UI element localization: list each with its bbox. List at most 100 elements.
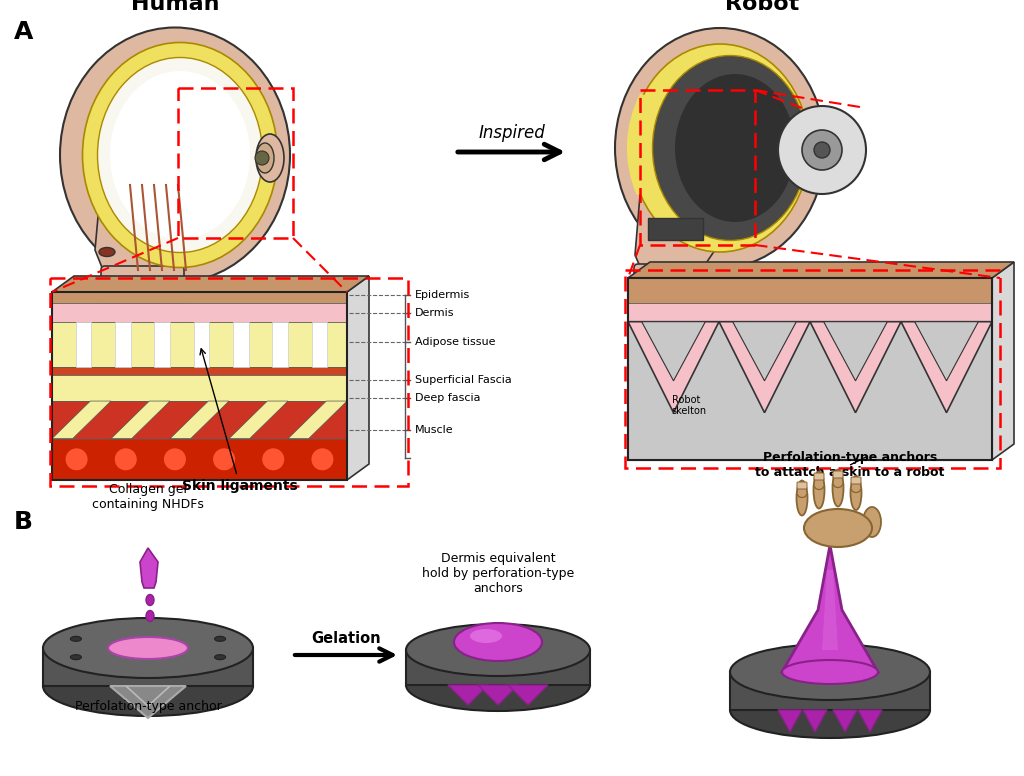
Bar (155, 322, 170, 367)
Polygon shape (229, 401, 288, 438)
Ellipse shape (675, 74, 795, 222)
Circle shape (814, 142, 830, 158)
Ellipse shape (71, 655, 82, 660)
Text: Dermis: Dermis (415, 308, 455, 318)
Polygon shape (508, 685, 548, 705)
FancyBboxPatch shape (730, 672, 930, 710)
Ellipse shape (60, 27, 290, 282)
Circle shape (311, 448, 334, 471)
Bar (52, 292, 347, 480)
Ellipse shape (99, 248, 115, 257)
Ellipse shape (454, 623, 542, 661)
Ellipse shape (97, 57, 262, 252)
Polygon shape (170, 401, 229, 438)
Polygon shape (822, 570, 838, 650)
Circle shape (778, 106, 866, 194)
Polygon shape (803, 710, 827, 732)
FancyBboxPatch shape (101, 266, 184, 324)
Polygon shape (901, 322, 992, 413)
Ellipse shape (43, 618, 253, 678)
Circle shape (262, 448, 285, 471)
Circle shape (164, 448, 186, 471)
Ellipse shape (406, 659, 590, 711)
Polygon shape (642, 322, 706, 381)
Bar (648, 218, 703, 240)
Polygon shape (992, 262, 1014, 460)
Polygon shape (478, 685, 518, 705)
Ellipse shape (631, 44, 809, 252)
Polygon shape (110, 686, 186, 718)
Ellipse shape (730, 644, 930, 700)
Polygon shape (778, 710, 802, 732)
Polygon shape (347, 276, 369, 480)
Text: Collagen gel
containing NHDFs: Collagen gel containing NHDFs (92, 483, 204, 511)
Text: Deep fascia: Deep fascia (415, 393, 480, 403)
Bar (628, 303, 992, 322)
Bar (628, 322, 992, 460)
Polygon shape (52, 276, 369, 292)
Bar (628, 278, 992, 460)
Text: Muscle: Muscle (415, 425, 454, 435)
Polygon shape (628, 322, 719, 413)
Ellipse shape (730, 682, 930, 738)
Ellipse shape (215, 655, 225, 660)
Text: Skin ligaments: Skin ligaments (182, 348, 298, 493)
Polygon shape (858, 710, 882, 732)
Bar (52, 303, 347, 322)
Ellipse shape (146, 594, 154, 605)
Bar (194, 322, 209, 367)
Ellipse shape (804, 509, 872, 547)
Bar (76, 322, 91, 367)
FancyBboxPatch shape (833, 471, 843, 478)
Ellipse shape (470, 629, 502, 643)
Text: Superficial Fascia: Superficial Fascia (415, 375, 512, 385)
Polygon shape (833, 710, 857, 732)
Circle shape (114, 448, 137, 471)
Ellipse shape (256, 134, 284, 182)
Polygon shape (95, 195, 180, 285)
FancyBboxPatch shape (43, 648, 253, 686)
Ellipse shape (71, 636, 82, 641)
Bar (52, 375, 347, 401)
Text: Robot
skelton: Robot skelton (672, 395, 707, 416)
Polygon shape (140, 548, 158, 588)
Text: Epidermis: Epidermis (415, 290, 470, 300)
Polygon shape (635, 195, 715, 288)
Polygon shape (732, 322, 797, 381)
Polygon shape (111, 401, 170, 438)
Bar (178, 88, 293, 238)
Ellipse shape (813, 472, 824, 508)
Bar (52, 292, 347, 303)
Text: Dermis equivalent
hold by perforation-type
anchors: Dermis equivalent hold by perforation-ty… (422, 552, 574, 595)
Ellipse shape (43, 656, 253, 716)
Text: Robot: Robot (725, 0, 799, 14)
Text: Gelation: Gelation (311, 631, 381, 646)
Ellipse shape (615, 28, 825, 268)
Ellipse shape (797, 480, 808, 515)
Text: Inspired: Inspired (478, 124, 546, 142)
Text: Perfolation-type anchors
to attatch a skin to a robot: Perfolation-type anchors to attatch a sk… (756, 451, 945, 479)
Ellipse shape (782, 660, 878, 684)
Ellipse shape (108, 637, 188, 659)
FancyArrowPatch shape (295, 648, 392, 662)
Polygon shape (449, 685, 488, 705)
Ellipse shape (804, 509, 872, 547)
FancyBboxPatch shape (634, 264, 712, 320)
Circle shape (255, 151, 269, 165)
Polygon shape (288, 401, 347, 438)
Ellipse shape (652, 56, 808, 241)
Polygon shape (782, 545, 878, 672)
FancyBboxPatch shape (406, 650, 590, 685)
Ellipse shape (146, 611, 154, 622)
Text: Human: Human (131, 0, 219, 14)
Polygon shape (628, 262, 1014, 278)
Ellipse shape (215, 636, 225, 641)
Bar (628, 278, 992, 303)
FancyBboxPatch shape (851, 477, 861, 484)
Bar (52, 322, 347, 367)
Ellipse shape (851, 476, 861, 510)
Bar (232, 322, 249, 367)
Text: A: A (14, 20, 34, 44)
Bar (52, 401, 347, 438)
FancyArrowPatch shape (458, 144, 560, 160)
